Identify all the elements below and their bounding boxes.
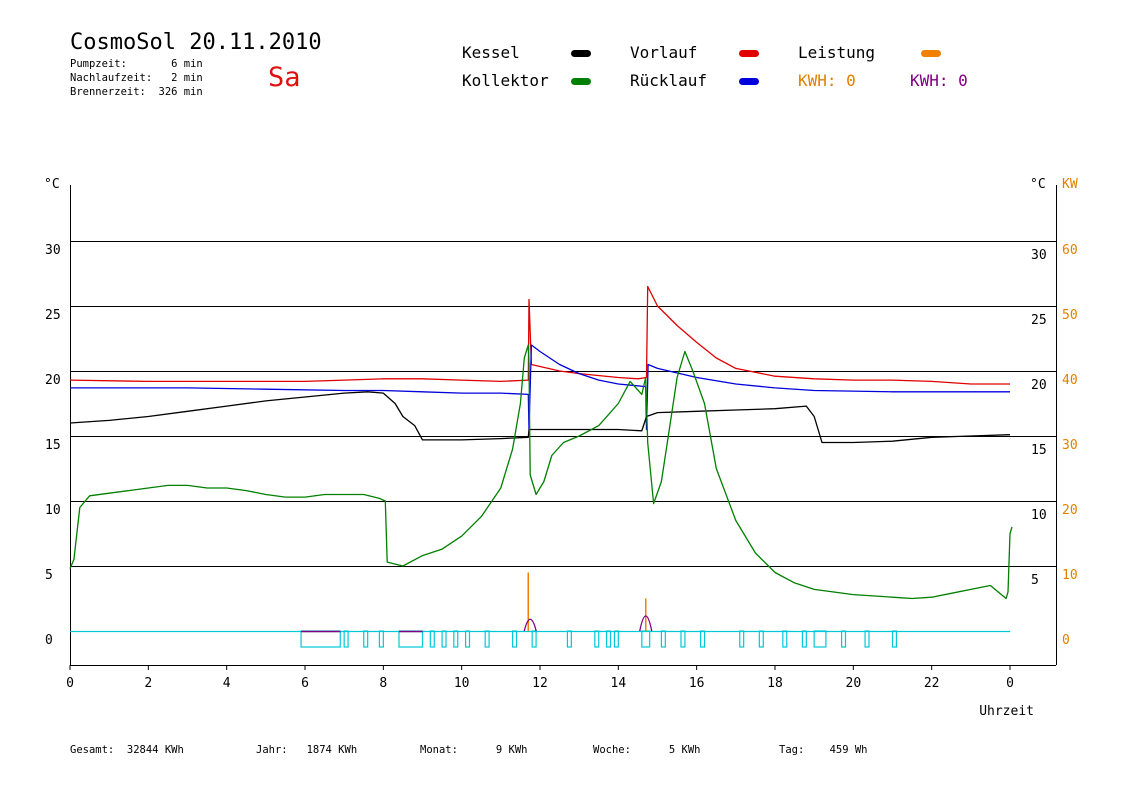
- day-label: Sa: [268, 62, 301, 93]
- pump-block: [813, 630, 827, 648]
- pump-block: [699, 630, 706, 648]
- pump-block: [464, 630, 471, 648]
- x-tick-label: 0: [66, 676, 74, 691]
- y-axis-unit-left: °C: [44, 177, 60, 192]
- y-tick-label-left: 10: [45, 503, 61, 518]
- y-tick-label-kw: 50: [1062, 308, 1078, 323]
- x-tick-label: 0: [1006, 676, 1014, 691]
- pump-block: [641, 630, 651, 648]
- footer-monat: Monat: 9 KWh: [420, 744, 528, 756]
- pump-block: [429, 630, 435, 648]
- legend-leistung-label: Leistung: [798, 43, 876, 62]
- x-tick-label: 18: [767, 676, 783, 691]
- y-tick-label-kw: 20: [1062, 503, 1078, 518]
- footer-jahr: Jahr: 1874 KWh: [256, 744, 358, 756]
- pump-block: [363, 630, 369, 648]
- pump-block: [511, 630, 518, 648]
- pump-block: [605, 630, 612, 648]
- y-tick-label-kw: 30: [1062, 438, 1078, 453]
- legend-vorlauf-label: Vorlauf: [630, 43, 698, 62]
- pump-block: [840, 630, 847, 648]
- pump-block: [531, 630, 537, 648]
- y-tick-label-left: 0: [45, 633, 53, 648]
- pump-block: [343, 630, 349, 648]
- series-ruecklauf: [70, 344, 1010, 431]
- y-tick-label-left: 25: [45, 308, 61, 323]
- pump-block: [453, 630, 459, 648]
- footer-tag: Tag: 459 Wh: [779, 744, 868, 756]
- pump-block: [782, 630, 788, 648]
- series-kessel: [69, 391, 1011, 444]
- y-tick-label-right: 5: [1031, 573, 1039, 588]
- y-tick-label-kw: 60: [1062, 243, 1078, 258]
- pump-block: [566, 630, 572, 648]
- legend-kollektor-label: Kollektor: [462, 71, 549, 90]
- chart-title: CosmoSol 20.11.2010: [70, 30, 322, 55]
- x-tick-label: 14: [611, 676, 627, 691]
- legend-leistung-swatch: [921, 50, 941, 57]
- nachlaufzeit-text: Nachlaufzeit: 2 min: [70, 72, 203, 84]
- x-tick-label: 10: [454, 676, 470, 691]
- y-tick-label-left: 30: [45, 243, 61, 258]
- y-tick-label-left: 15: [45, 438, 61, 453]
- y-tick-label-left: 5: [45, 568, 53, 583]
- pump-block: [484, 630, 490, 648]
- pump-block: [739, 630, 745, 648]
- y-tick-label-kw: 0: [1062, 633, 1070, 648]
- x-axis-label: Uhrzeit: [979, 704, 1034, 719]
- y-tick-label-right: 10: [1031, 508, 1047, 523]
- legend-kwh-orange: KWH: 0: [798, 71, 856, 90]
- legend-vorlauf-swatch: [739, 50, 759, 57]
- x-tick-label: 6: [301, 676, 309, 691]
- pump-block: [891, 630, 898, 648]
- y-tick-label-left: 20: [45, 373, 61, 388]
- pump-block: [801, 630, 807, 648]
- kwh-bump: [639, 615, 653, 632]
- y-axis-unit-kw: KW: [1062, 177, 1078, 192]
- kwh-bump: [523, 618, 537, 632]
- legend-kessel-swatch: [571, 50, 591, 57]
- footer-woche: Woche: 5 KWh: [593, 744, 701, 756]
- pump-block: [864, 630, 870, 648]
- footer-gesamt: Gesamt: 32844 KWh: [70, 744, 184, 756]
- pump-block: [300, 630, 341, 648]
- y-tick-label-kw: 40: [1062, 373, 1078, 388]
- legend-ruecklauf-label: Rücklauf: [630, 71, 708, 90]
- pumpzeit-text: Pumpzeit: 6 min: [70, 58, 203, 70]
- series-kollektor: [69, 344, 1013, 600]
- legend-kessel-label: Kessel: [462, 43, 520, 62]
- pump-block: [660, 630, 666, 648]
- x-tick-label: 8: [379, 676, 387, 691]
- pump-block: [378, 630, 384, 648]
- legend-kollektor-swatch: [571, 78, 591, 85]
- pump-block: [594, 630, 600, 648]
- y-tick-label-right: 25: [1031, 313, 1047, 328]
- y-tick-label-right: 30: [1031, 248, 1047, 263]
- pump-block: [613, 630, 619, 648]
- y-tick-label-right: 20: [1031, 378, 1047, 393]
- legend-kwh-purple: KWH: 0: [910, 71, 968, 90]
- series-vorlauf: [69, 285, 1010, 385]
- x-tick-label: 16: [689, 676, 705, 691]
- y-tick-label-right: 15: [1031, 443, 1047, 458]
- x-tick-label: 4: [223, 676, 231, 691]
- legend-ruecklauf-swatch: [739, 78, 759, 85]
- y-tick-label-kw: 10: [1062, 568, 1078, 583]
- brennerzeit-text: Brennerzeit: 326 min: [70, 86, 203, 98]
- x-tick-label: 20: [846, 676, 862, 691]
- pump-block: [758, 630, 764, 648]
- x-tick-label: 22: [924, 676, 940, 691]
- x-tick-label: 2: [144, 676, 152, 691]
- pump-block: [441, 630, 447, 648]
- y-axis-unit-right: °C: [1030, 177, 1046, 192]
- x-tick-label: 12: [532, 676, 548, 691]
- pump-block: [680, 630, 686, 648]
- pump-block: [398, 630, 424, 648]
